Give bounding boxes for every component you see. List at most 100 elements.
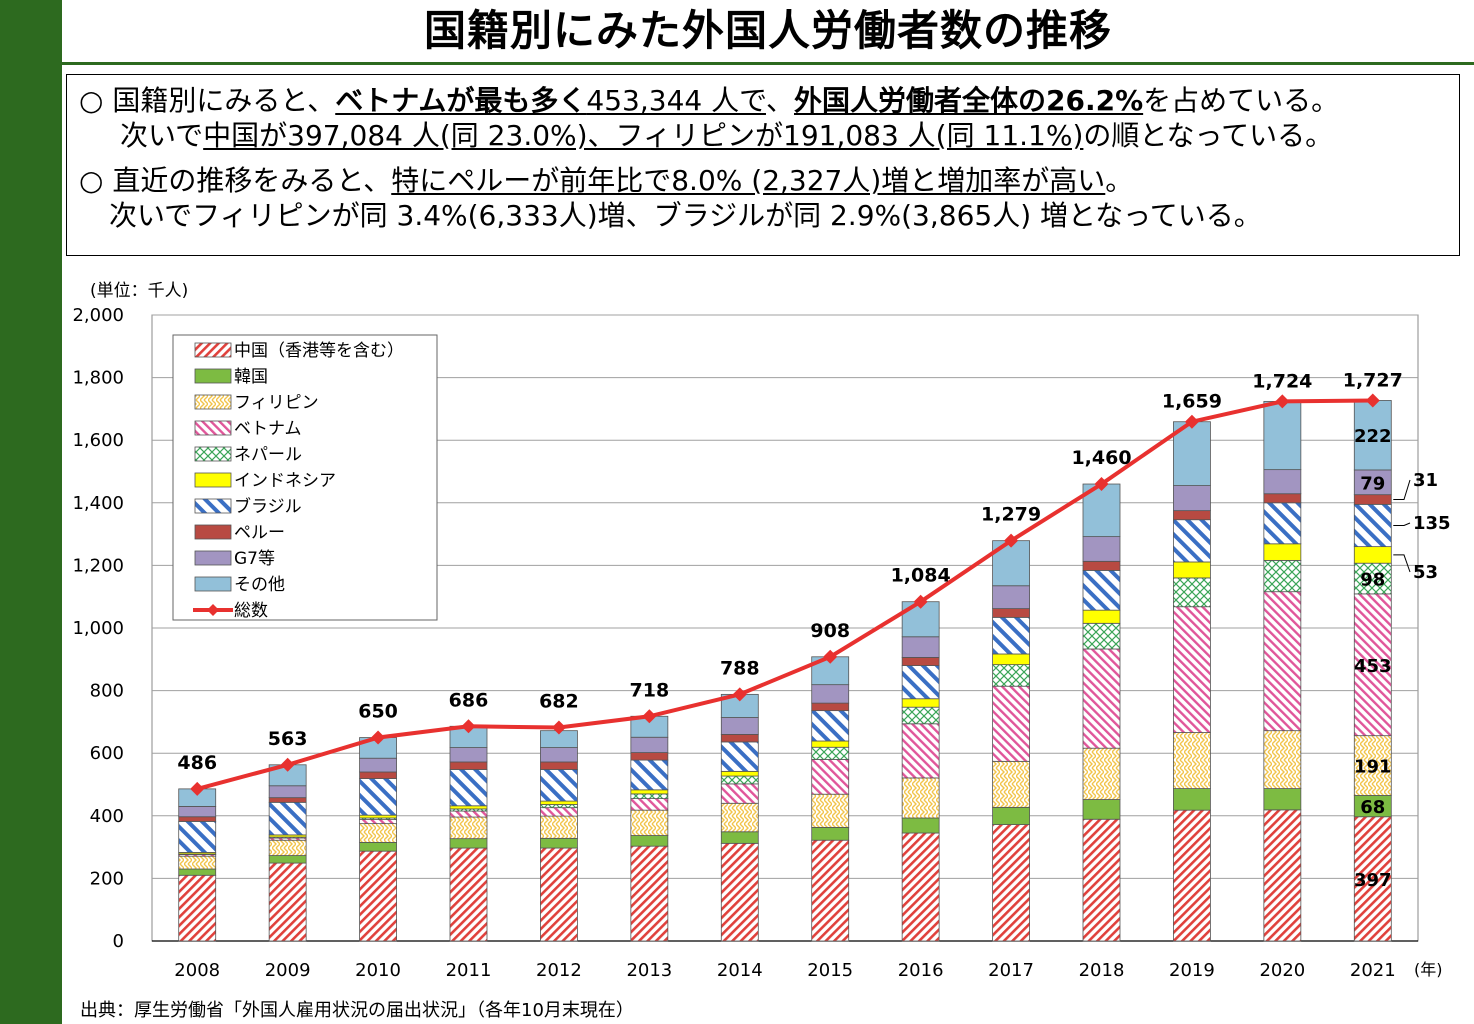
- bar-segment-g7: [811, 684, 850, 704]
- leader-line-brazil: [1393, 522, 1411, 526]
- side-value-label-peru: 31: [1413, 470, 1438, 491]
- total-marker: [1365, 393, 1380, 408]
- y-tick-label: 1,400: [72, 493, 124, 514]
- bar-value-label-korea: 68: [1360, 797, 1385, 818]
- bar-segment-brazil: [901, 665, 940, 700]
- summary-line-1: ○ 国籍別にみると、ベトナムが最も多く453,344 人で、外国人労働者全体の2…: [79, 83, 1447, 118]
- bar-segment-philippines: [268, 839, 307, 856]
- bar-segment-brazil: [630, 759, 669, 791]
- bar-segment-philippines: [992, 760, 1030, 808]
- total-label: 486: [177, 752, 217, 774]
- legend-label-china: 中国（香港等を含む）: [234, 341, 404, 361]
- legend-swatch-other: [194, 576, 232, 592]
- total-label: 1,279: [981, 504, 1041, 526]
- summary-text: を占めている。: [1143, 84, 1340, 117]
- bar-segment-korea: [178, 868, 217, 876]
- summary-text: 国籍別にみると、: [112, 84, 336, 117]
- bar-segment-peru: [540, 761, 578, 770]
- bar-segment-china: [901, 832, 940, 942]
- bar-segment-brazil: [1353, 503, 1392, 548]
- total-marker: [642, 709, 657, 724]
- legend-swatch-philippines: [194, 394, 232, 410]
- y-tick-label: 200: [90, 868, 124, 889]
- total-marker: [913, 594, 928, 609]
- y-tick-label: 1,000: [72, 618, 124, 639]
- bar-segment-indonesia: [811, 740, 850, 748]
- bar-segment-brazil: [359, 778, 397, 816]
- unit-label: (単位：千人): [90, 281, 189, 301]
- total-marker: [190, 781, 205, 796]
- total-marker: [551, 720, 566, 735]
- summary-line-2: 次いで中国が397,084 人(同 23.0%)、フィリピンが191,083 人…: [79, 118, 1447, 153]
- total-label: 908: [810, 620, 850, 642]
- bar-segment-peru: [811, 702, 850, 712]
- legend-marker-total: [207, 604, 219, 616]
- legend-label-korea: 韓国: [234, 367, 268, 387]
- total-label: 718: [630, 679, 670, 701]
- side-value-label-brazil: 135: [1413, 513, 1451, 534]
- total-label: 650: [358, 701, 398, 723]
- bar-segment-nepal: [901, 706, 940, 725]
- bar-value-label-china: 397: [1354, 870, 1392, 891]
- bar-segment-korea: [630, 835, 669, 847]
- bar-segment-vietnam: [540, 807, 578, 817]
- bar-segment-nepal: [720, 775, 759, 785]
- summary-line-4: 次いでフィリピンが同 3.4%(6,333人)増、ブラジルが同 2.9%(3,8…: [79, 198, 1447, 233]
- legend-swatch-china: [194, 342, 232, 358]
- legend-label-nepal: ネパール: [234, 445, 302, 465]
- bar-segment-philippines: [540, 815, 578, 839]
- x-tick-label: 2010: [355, 960, 401, 981]
- bar-segment-vietnam: [1263, 591, 1302, 732]
- bullet: ○: [79, 164, 104, 197]
- bar-segment-vietnam: [720, 783, 759, 804]
- y-tick-label: 1,200: [72, 555, 124, 576]
- bar-segment-g7: [178, 806, 217, 818]
- legend-label-peru: ペルー: [234, 523, 285, 543]
- bar-segment-nepal: [1173, 577, 1211, 608]
- x-tick-label: 2012: [536, 960, 582, 981]
- bar-segment-china: [268, 862, 307, 942]
- title-underline: [62, 62, 1474, 65]
- summary-highlight: ベトナムが最も多く: [335, 84, 587, 117]
- bar-segment-peru: [992, 608, 1030, 618]
- total-label: 686: [449, 689, 489, 711]
- bar-segment-vietnam: [1082, 648, 1121, 749]
- x-tick-label: 2008: [174, 960, 220, 981]
- x-tick-label: 2016: [898, 960, 944, 981]
- bar-segment-nepal: [1353, 562, 1392, 595]
- bar-segment-g7: [1353, 469, 1392, 496]
- bar-segment-korea: [992, 806, 1030, 825]
- bar-segment-peru: [1082, 560, 1121, 571]
- total-marker: [1275, 394, 1290, 409]
- bar-segment-g7: [359, 757, 397, 773]
- bar-segment-g7: [630, 736, 669, 753]
- bar-segment-korea: [268, 855, 307, 864]
- total-marker: [280, 757, 295, 772]
- total-line: [196, 398, 1373, 791]
- bar-segment-indonesia: [1082, 609, 1121, 624]
- bar-segment-brazil: [268, 801, 307, 836]
- bar-segment-other: [1263, 400, 1302, 471]
- bar-segment-g7: [540, 747, 578, 763]
- total-marker: [371, 730, 386, 745]
- bar-segment-china: [1082, 818, 1121, 942]
- y-tick-label: 600: [90, 743, 124, 764]
- total-label: 1,724: [1252, 370, 1312, 392]
- summary-box: ○ 国籍別にみると、ベトナムが最も多く453,344 人で、外国人労働者全体の2…: [66, 74, 1460, 256]
- bar-segment-korea: [359, 842, 397, 852]
- y-tick-label: 800: [90, 681, 124, 702]
- bar-segment-indonesia: [359, 814, 397, 819]
- bar-segment-philippines: [901, 777, 940, 819]
- bar-segment-indonesia: [540, 800, 578, 805]
- bullet: ○: [79, 84, 104, 117]
- bar-value-label-other: 222: [1354, 426, 1392, 447]
- bar-segment-china: [540, 847, 578, 942]
- bar-segment-brazil: [1173, 519, 1211, 563]
- x-tick-label: 2009: [265, 960, 311, 981]
- summary-line-3: ○ 直近の推移をみると、特にペルーが前年比で8.0% (2,327人)増と増加率…: [79, 163, 1447, 198]
- x-tick-label: 2015: [807, 960, 853, 981]
- bar-segment-philippines: [178, 855, 217, 870]
- total-marker: [1004, 533, 1019, 548]
- total-label: 1,659: [1162, 391, 1222, 413]
